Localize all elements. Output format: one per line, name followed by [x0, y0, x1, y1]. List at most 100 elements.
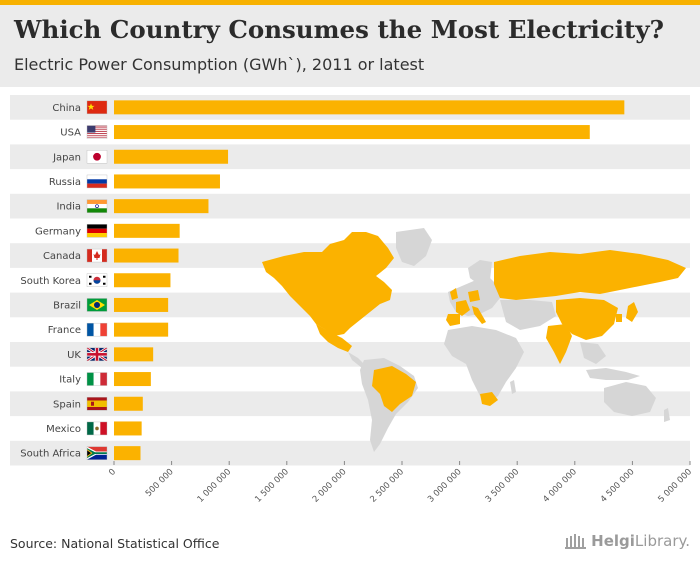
map-spain: [446, 314, 460, 326]
category-label: USA: [60, 128, 81, 139]
map-central-asia: [500, 300, 556, 330]
accent-bar: [0, 0, 700, 5]
x-tick-label: 1 000 000: [196, 467, 234, 505]
x-tick-label: 3 500 000: [484, 467, 522, 505]
category-labels: China USA Japan Russia India Germany Canada Sou…: [20, 103, 81, 460]
row-band: [10, 193, 690, 219]
x-axis: 0 500 000 1 000 000 1 500 000 2 000 000 2 500…: [107, 461, 694, 505]
map-japan: [626, 302, 638, 322]
bar-germany: [114, 223, 180, 238]
flags: [86, 100, 108, 460]
map-se-asia: [580, 342, 606, 364]
x-tick-label: 4 500 000: [599, 467, 637, 505]
bar-china: [114, 100, 625, 115]
library-icon: [565, 534, 587, 549]
map-south-africa: [480, 392, 498, 406]
map-africa: [444, 326, 524, 402]
map-greenland: [396, 228, 432, 266]
x-tick-label: 2 500 000: [368, 467, 406, 505]
south-korea-flag-icon: [86, 273, 108, 287]
category-label: China: [52, 103, 81, 114]
category-label: Canada: [43, 251, 81, 262]
map-mexico: [316, 324, 352, 352]
x-tick-label: 3 000 000: [426, 467, 464, 505]
chart-title: Which Country Consumes the Most Electric…: [14, 15, 664, 44]
canada-flag-icon: [86, 248, 108, 263]
source-note: Source: National Statistical Office: [10, 536, 220, 551]
map-germany: [468, 290, 480, 302]
category-label: Mexico: [46, 424, 81, 435]
category-label: South Africa: [20, 449, 81, 460]
bar-russia: [114, 174, 220, 189]
map-russia: [494, 250, 686, 300]
x-tick-label: 2 000 000: [311, 467, 349, 505]
china-flag-icon: [86, 100, 108, 115]
category-label: Germany: [35, 226, 81, 237]
map-france: [456, 300, 470, 316]
india-flag-icon: [86, 199, 108, 213]
france-flag-icon: [86, 322, 108, 337]
bar-south-korea: [114, 273, 171, 288]
map-australia: [604, 382, 656, 416]
header: Which Country Consumes the Most Electric…: [0, 5, 700, 87]
russia-flag-icon: [86, 174, 108, 189]
category-label: Italy: [59, 375, 81, 386]
brand-logo: Helgi Library.: [565, 532, 690, 550]
south-africa-flag-icon: [86, 446, 108, 460]
category-label: Russia: [49, 177, 81, 188]
bar-india: [114, 199, 209, 214]
category-label: India: [56, 202, 81, 213]
row-band: [10, 440, 690, 466]
brand-prefix: Helgi: [591, 532, 635, 550]
x-tick-label: 1 500 000: [253, 467, 291, 505]
map-new-zealand: [664, 408, 670, 422]
bar-italy: [114, 372, 151, 387]
brazil-flag-icon: [86, 298, 108, 312]
chart-subtitle: Electric Power Consumption (GWh`), 2011 …: [14, 55, 425, 74]
bar-uk: [114, 347, 154, 362]
bar-usa: [114, 125, 590, 140]
map-north-america: [262, 232, 394, 336]
spain-flag-icon: [86, 397, 108, 411]
category-label: Spain: [53, 399, 81, 410]
x-tick-label: 4 000 000: [541, 467, 579, 505]
map-indonesia: [586, 368, 640, 380]
category-label: Brazil: [53, 300, 81, 311]
bar-canada: [114, 248, 179, 263]
map-central-america: [348, 352, 366, 368]
usa-flag-icon: [86, 125, 108, 139]
map-china: [556, 298, 618, 340]
category-label: France: [48, 325, 81, 336]
x-tick-label: 0: [107, 467, 118, 478]
world-map: [262, 228, 686, 452]
uk-flag-icon: [86, 346, 108, 362]
map-italy: [472, 306, 486, 324]
bar-mexico: [114, 421, 142, 436]
x-tick-label: 500 000: [144, 467, 176, 499]
row-band: [10, 144, 690, 170]
map-india: [546, 324, 572, 364]
bars: [114, 100, 625, 461]
map-south-korea: [616, 314, 622, 322]
row-band: [10, 391, 690, 417]
bar-spain: [114, 396, 143, 411]
bar-brazil: [114, 297, 169, 312]
category-label: South Korea: [20, 276, 81, 287]
mexico-flag-icon: [86, 421, 108, 436]
japan-flag-icon: [86, 150, 108, 164]
italy-flag-icon: [86, 372, 108, 386]
bar-south-africa: [114, 446, 141, 461]
map-uk: [450, 288, 458, 300]
brand-suffix: Library.: [634, 532, 690, 550]
map-scandinavia: [468, 260, 492, 284]
germany-flag-icon: [86, 224, 108, 238]
category-label: UK: [67, 350, 81, 361]
bar-france: [114, 322, 169, 337]
x-tick-label: 5 000 000: [656, 467, 694, 505]
map-brazil: [372, 366, 416, 412]
map-madagascar: [510, 380, 516, 394]
bar-japan: [114, 149, 229, 164]
category-label: Japan: [52, 152, 81, 163]
